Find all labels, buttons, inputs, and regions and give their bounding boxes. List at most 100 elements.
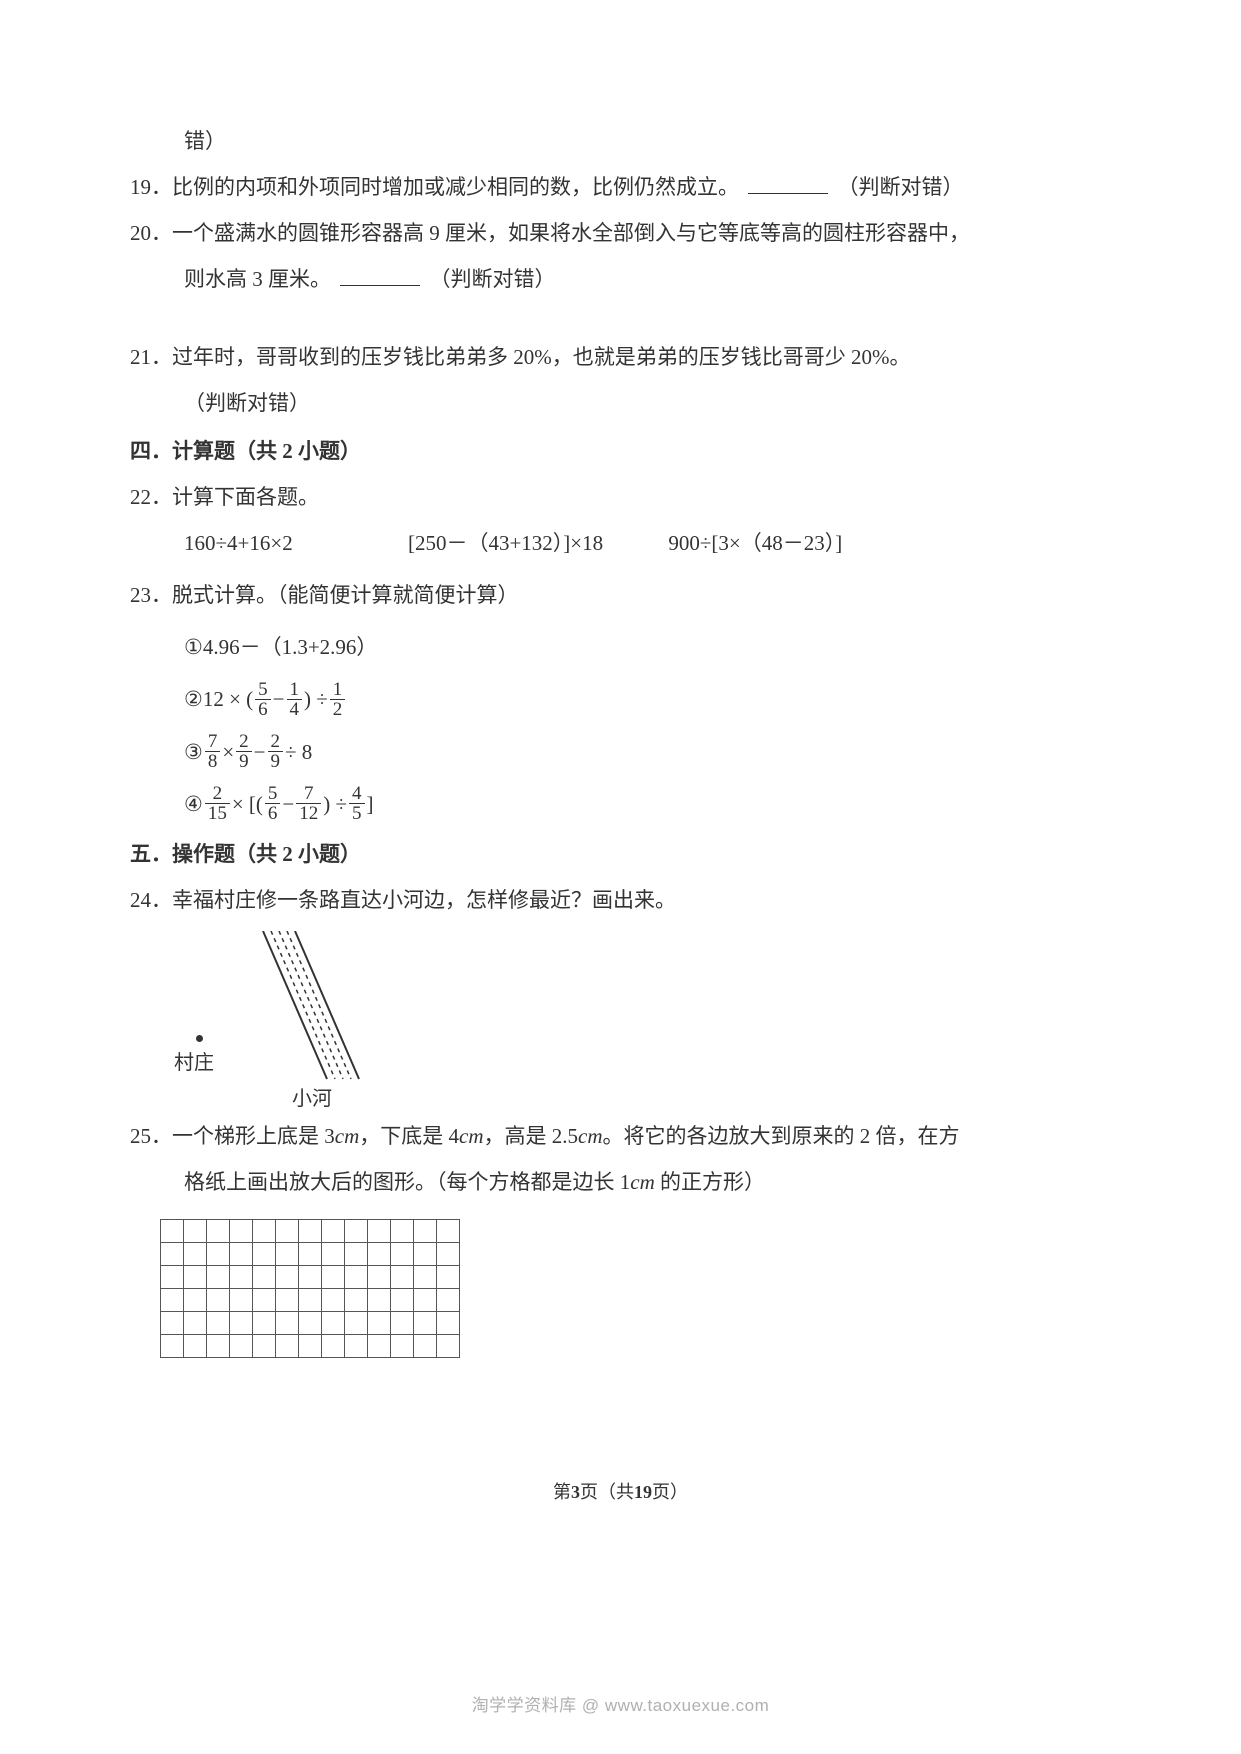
q19-blank[interactable]	[748, 172, 828, 194]
n: 5	[265, 784, 281, 803]
d: 6	[265, 803, 281, 823]
q23-e2: ②12 × (56 − 14) ÷ 12	[130, 676, 1111, 720]
section-5-title: 五．操作题（共 2 小题）	[130, 833, 1111, 875]
q22-c1: 160÷4+16×2	[184, 522, 293, 564]
e3-label: ③	[184, 731, 203, 773]
frac-icon: 215	[205, 784, 230, 823]
q20-num: 20．	[130, 212, 172, 254]
pn-mid: 页（共	[580, 1482, 634, 1502]
e4-op3: ) ÷	[323, 783, 347, 825]
q25-grid	[160, 1219, 460, 1358]
q19-judge: （判断对错）	[838, 175, 964, 199]
q23-e3: ③78 × 29 − 29 ÷ 8	[130, 728, 1111, 772]
village-dot-icon	[196, 1035, 203, 1042]
q21: 21．过年时，哥哥收到的压岁钱比弟弟多 20%，也就是弟弟的压岁钱比哥哥少 20…	[130, 336, 1111, 378]
q25-t1: 一个梯形上底是 3	[172, 1124, 335, 1148]
unit-cm: cm	[335, 1124, 360, 1148]
q22-num: 22．	[130, 476, 172, 518]
pn-total: 19	[634, 1482, 652, 1502]
q25: 25．一个梯形上底是 3cm，下底是 4cm，高是 2.5cm。将它的各边放大到…	[130, 1115, 1111, 1157]
q19-text: 比例的内项和外项同时增加或减少相同的数，比例仍然成立。	[172, 175, 739, 199]
unit-cm: cm	[578, 1124, 603, 1148]
q20-line2: 则水高 3 厘米。	[184, 267, 331, 291]
q25-t1c: ，高是 2.5	[484, 1124, 579, 1148]
d: 12	[296, 803, 321, 823]
e4-post: ]	[367, 783, 374, 825]
e3-op3: ÷ 8	[285, 731, 312, 773]
q20: 20．一个盛满水的圆锥形容器高 9 厘米，如果将水全部倒入与它等底等高的圆柱形容…	[130, 212, 1111, 254]
footer-watermark: 淘学学资料库 @ www.taoxuexue.com	[0, 1691, 1241, 1716]
frac-icon: 712	[296, 784, 321, 823]
pn-current: 3	[571, 1482, 580, 1502]
q18-fragment: 错）	[130, 120, 1111, 162]
q20-judge: （判断对错）	[430, 267, 556, 291]
q21-num: 21．	[130, 336, 172, 378]
q23-e4: ④215 × [(56 − 712) ÷ 45]	[130, 781, 1111, 825]
frac-icon: 12	[330, 680, 346, 719]
q23: 23．脱式计算。（能简便计算就简便计算）	[130, 574, 1111, 616]
q21-text: 过年时，哥哥收到的压岁钱比弟弟多 20%，也就是弟弟的压岁钱比哥哥少 20%。	[172, 345, 910, 369]
text: 错）	[184, 129, 226, 153]
q24-text: 幸福村庄修一条路直达小河边，怎样修最近？画出来。	[172, 888, 676, 912]
n: 1	[287, 680, 303, 699]
q20-cont: 则水高 3 厘米。 （判断对错）	[130, 258, 1111, 300]
q23-num: 23．	[130, 574, 172, 616]
grid-table	[160, 1219, 460, 1358]
q24-diagram: 村庄 小河	[160, 937, 440, 1107]
page-number: 第3页（共19页）	[0, 1478, 1241, 1504]
d: 2	[330, 699, 346, 719]
frac-icon: 56	[265, 784, 281, 823]
e2-mid: −	[273, 678, 285, 720]
page-content: 错） 19．比例的内项和外项同时增加或减少相同的数，比例仍然成立。 （判断对错）…	[0, 0, 1241, 1372]
frac-icon: 45	[349, 784, 365, 823]
d: 5	[349, 803, 365, 823]
q22-c3: 900÷[3×（48－23）]	[668, 522, 842, 564]
q22-lead: 计算下面各题。	[172, 485, 319, 509]
q25-cont: 格纸上画出放大后的图形。（每个方格都是边长 1cm 的正方形）	[130, 1161, 1111, 1203]
frac-icon: 29	[236, 732, 252, 771]
village-label: 村庄	[174, 1043, 214, 1083]
q19-num: 19．	[130, 166, 172, 208]
q23-lead: 脱式计算。（能简便计算就简便计算）	[172, 583, 519, 607]
d: 8	[205, 751, 221, 771]
q25-t2b: 的正方形）	[655, 1170, 765, 1194]
unit-cm: cm	[630, 1170, 655, 1194]
n: 7	[296, 784, 321, 803]
frac-icon: 29	[268, 732, 284, 771]
q25-num: 25．	[130, 1115, 172, 1157]
e1-expr: 4.96－（1.3+2.96）	[203, 626, 378, 668]
q21-cont: （判断对错）	[130, 382, 1111, 424]
q22-expressions: 160÷4+16×2 [250－（43+132）]×18 900÷[3×（48－…	[130, 522, 1111, 564]
unit-cm: cm	[459, 1124, 484, 1148]
q25-t1b: ，下底是 4	[359, 1124, 459, 1148]
d: 4	[287, 699, 303, 719]
e1-label: ①	[184, 626, 203, 668]
d: 15	[205, 803, 230, 823]
q22: 22．计算下面各题。	[130, 476, 1111, 518]
n: 4	[349, 784, 365, 803]
frac-icon: 14	[287, 680, 303, 719]
q20-blank[interactable]	[340, 264, 420, 286]
n: 2	[268, 732, 284, 751]
spacer	[130, 304, 1111, 336]
n: 5	[255, 680, 271, 699]
d: 6	[255, 699, 271, 719]
e4-op2: −	[282, 783, 294, 825]
d: 9	[268, 751, 284, 771]
river-label: 小河	[292, 1079, 332, 1119]
e4-op1: × [(	[232, 783, 263, 825]
frac-icon: 56	[255, 680, 271, 719]
q25-t1d: 。将它的各边放大到原来的 2 倍，在方	[603, 1124, 960, 1148]
pn-prefix: 第	[553, 1482, 571, 1502]
q22-c2: [250－（43+132）]×18	[408, 522, 603, 564]
e4-label: ④	[184, 783, 203, 825]
n: 2	[236, 732, 252, 751]
q19: 19．比例的内项和外项同时增加或减少相同的数，比例仍然成立。 （判断对错）	[130, 166, 1111, 208]
section-4-title: 四．计算题（共 2 小题）	[130, 430, 1111, 472]
e3-op1: ×	[222, 731, 234, 773]
q20-line1: 一个盛满水的圆锥形容器高 9 厘米，如果将水全部倒入与它等底等高的圆柱形容器中，	[172, 221, 970, 245]
q24: 24．幸福村庄修一条路直达小河边，怎样修最近？画出来。	[130, 879, 1111, 921]
e2-post: ) ÷	[304, 678, 328, 720]
q24-num: 24．	[130, 879, 172, 921]
e2-label: ②	[184, 678, 203, 720]
